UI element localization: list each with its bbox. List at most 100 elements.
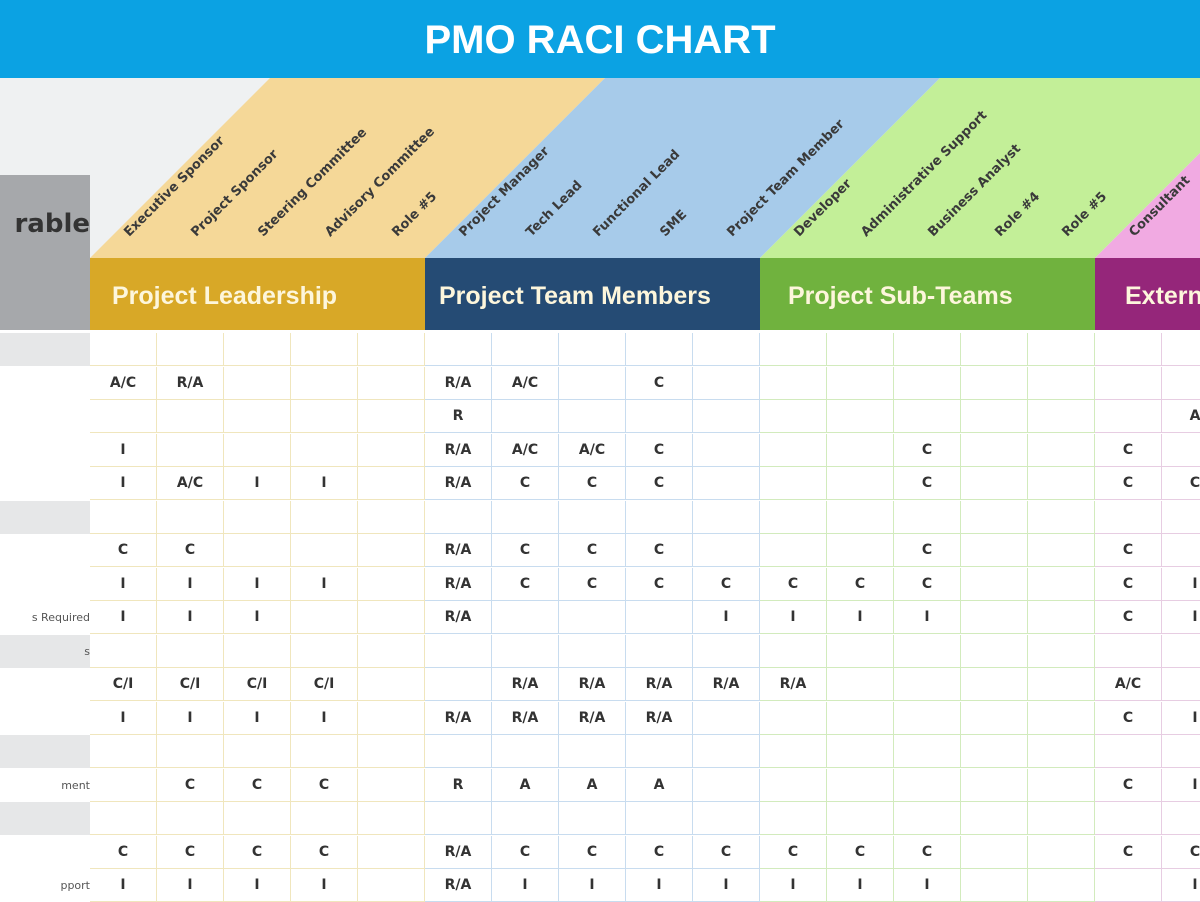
raci-cell[interactable] xyxy=(961,366,1028,400)
raci-cell[interactable] xyxy=(693,400,760,433)
raci-cell[interactable] xyxy=(1028,701,1095,735)
raci-cell[interactable]: I xyxy=(157,567,224,601)
raci-cell[interactable]: R/A xyxy=(425,567,492,601)
raci-cell[interactable]: C xyxy=(492,567,559,601)
raci-cell[interactable] xyxy=(492,634,559,668)
raci-cell[interactable]: A/C xyxy=(492,366,559,400)
raci-cell[interactable]: A xyxy=(559,768,626,802)
raci-cell[interactable] xyxy=(291,500,358,534)
raci-cell[interactable] xyxy=(693,500,760,534)
raci-cell[interactable] xyxy=(425,634,492,668)
raci-cell[interactable]: C xyxy=(291,835,358,869)
raci-cell[interactable] xyxy=(559,333,626,366)
raci-cell[interactable] xyxy=(894,634,961,668)
raci-cell[interactable]: I xyxy=(827,601,894,634)
raci-cell[interactable] xyxy=(291,433,358,467)
raci-cell[interactable] xyxy=(827,634,894,668)
raci-cell[interactable]: C xyxy=(157,534,224,567)
raci-cell[interactable]: C xyxy=(224,768,291,802)
raci-cell[interactable]: C xyxy=(894,567,961,601)
raci-cell[interactable]: I xyxy=(90,433,157,467)
raci-cell[interactable] xyxy=(760,634,827,668)
raci-cell[interactable]: C xyxy=(894,835,961,869)
raci-cell[interactable] xyxy=(1028,467,1095,500)
raci-cell[interactable]: C xyxy=(894,467,961,500)
raci-cell[interactable] xyxy=(358,366,425,400)
raci-cell[interactable] xyxy=(358,333,425,366)
raci-cell[interactable] xyxy=(760,701,827,735)
raci-cell[interactable] xyxy=(894,500,961,534)
raci-cell[interactable]: C xyxy=(1095,835,1162,869)
raci-cell[interactable]: C xyxy=(760,567,827,601)
raci-cell[interactable]: C xyxy=(559,467,626,500)
raci-cell[interactable] xyxy=(961,534,1028,567)
raci-cell[interactable]: R/A xyxy=(492,668,559,701)
raci-cell[interactable]: R/A xyxy=(492,701,559,735)
raci-cell[interactable] xyxy=(358,634,425,668)
raci-cell[interactable] xyxy=(693,366,760,400)
raci-cell[interactable] xyxy=(961,400,1028,433)
raci-cell[interactable] xyxy=(961,835,1028,869)
raci-cell[interactable] xyxy=(358,567,425,601)
raci-cell[interactable]: I xyxy=(90,869,157,902)
raci-cell[interactable]: I xyxy=(90,701,157,735)
raci-cell[interactable]: I xyxy=(1162,568,1200,601)
raci-cell[interactable] xyxy=(626,634,693,668)
raci-cell[interactable] xyxy=(358,400,425,433)
raci-cell[interactable] xyxy=(358,735,425,768)
raci-cell[interactable] xyxy=(358,433,425,467)
raci-cell[interactable] xyxy=(358,802,425,835)
raci-cell[interactable] xyxy=(1095,634,1162,668)
raci-cell[interactable] xyxy=(626,500,693,534)
raci-cell[interactable] xyxy=(1028,534,1095,567)
raci-cell[interactable] xyxy=(961,701,1028,735)
raci-cell[interactable] xyxy=(90,802,157,835)
raci-cell[interactable] xyxy=(894,735,961,768)
raci-cell[interactable] xyxy=(1162,668,1200,701)
raci-cell[interactable]: R/A xyxy=(626,701,693,735)
raci-cell[interactable]: C xyxy=(492,835,559,869)
raci-cell[interactable]: I xyxy=(827,869,894,902)
raci-cell[interactable]: I xyxy=(224,869,291,902)
raci-cell[interactable] xyxy=(1028,768,1095,802)
raci-cell[interactable]: C xyxy=(90,835,157,869)
raci-cell[interactable]: A/C xyxy=(1095,668,1162,701)
raci-cell[interactable] xyxy=(157,735,224,768)
raci-cell[interactable] xyxy=(559,366,626,400)
raci-cell[interactable] xyxy=(961,333,1028,366)
raci-cell[interactable]: C/I xyxy=(291,668,358,701)
raci-cell[interactable]: R/A xyxy=(425,433,492,467)
raci-cell[interactable] xyxy=(224,400,291,433)
raci-cell[interactable] xyxy=(760,768,827,802)
raci-cell[interactable] xyxy=(1028,835,1095,869)
raci-cell[interactable]: I xyxy=(291,869,358,902)
raci-cell[interactable]: C xyxy=(492,467,559,500)
raci-cell[interactable] xyxy=(224,333,291,366)
raci-cell[interactable] xyxy=(559,802,626,835)
raci-cell[interactable] xyxy=(961,433,1028,467)
raci-cell[interactable] xyxy=(693,634,760,668)
raci-cell[interactable]: A/C xyxy=(492,433,559,467)
raci-cell[interactable] xyxy=(693,735,760,768)
raci-cell[interactable] xyxy=(760,735,827,768)
raci-cell[interactable] xyxy=(291,802,358,835)
raci-cell[interactable]: I xyxy=(291,701,358,735)
raci-cell[interactable] xyxy=(760,467,827,500)
raci-cell[interactable]: C xyxy=(1162,836,1200,869)
raci-cell[interactable] xyxy=(1095,802,1162,835)
raci-cell[interactable] xyxy=(90,400,157,433)
raci-cell[interactable] xyxy=(291,366,358,400)
raci-cell[interactable]: A/C xyxy=(157,467,224,500)
raci-cell[interactable]: C xyxy=(626,366,693,400)
raci-cell[interactable]: I xyxy=(1162,869,1200,902)
raci-cell[interactable] xyxy=(224,735,291,768)
raci-cell[interactable] xyxy=(827,400,894,433)
raci-cell[interactable]: I xyxy=(894,601,961,634)
raci-cell[interactable] xyxy=(1028,366,1095,400)
raci-cell[interactable] xyxy=(358,500,425,534)
raci-cell[interactable] xyxy=(157,500,224,534)
raci-cell[interactable]: R/A xyxy=(425,701,492,735)
raci-cell[interactable] xyxy=(358,668,425,701)
raci-cell[interactable] xyxy=(358,869,425,902)
raci-cell[interactable] xyxy=(492,735,559,768)
